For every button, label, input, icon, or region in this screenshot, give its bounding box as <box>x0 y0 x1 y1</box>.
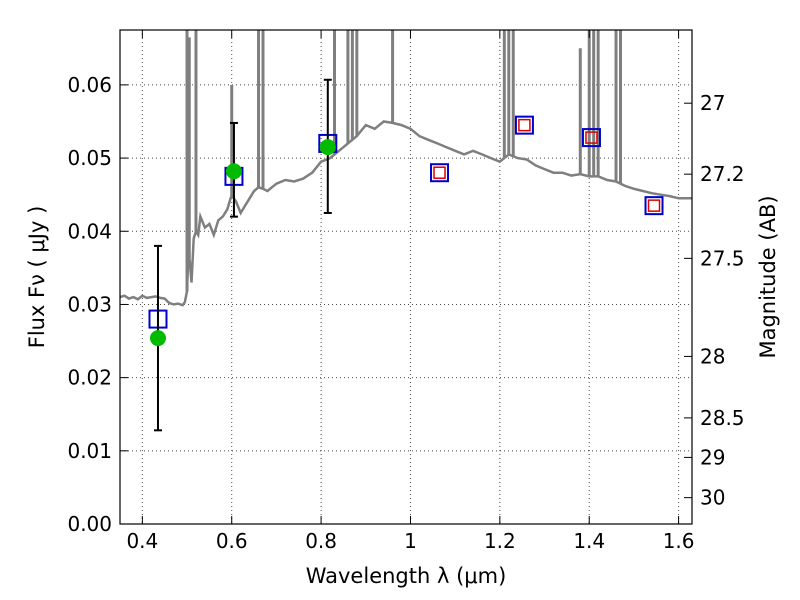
y-tick-label: 0.06 <box>67 73 112 97</box>
x-tick-label: 1.4 <box>573 529 605 553</box>
observed-photometry-point <box>149 330 166 347</box>
observed-photometry-point <box>225 163 242 180</box>
y2-tick-label: 28.5 <box>700 406 745 430</box>
model-photometry-square <box>430 163 450 183</box>
synthetic-photometry-square <box>647 199 661 212</box>
x-tick-label: 0.4 <box>126 529 158 553</box>
grid-lines <box>120 30 692 525</box>
series-layer <box>120 30 692 432</box>
y-axis-label: Flux Fν ( μJy ) <box>25 206 49 349</box>
x-tick-label: 1 <box>404 529 417 553</box>
y2-tick-label: 27.2 <box>700 162 745 186</box>
synthetic-photometry-square <box>433 166 446 179</box>
y-tick-label: 0.03 <box>67 292 112 316</box>
x-tick-label: 1.2 <box>484 529 516 553</box>
model-photometry-square <box>644 196 664 216</box>
x-tick-label: 0.8 <box>305 529 337 553</box>
y-tick-label: 0.02 <box>67 366 112 390</box>
y2-tick-label: 29 <box>700 445 725 469</box>
synthetic-photometry-square <box>585 131 598 144</box>
y2-tick-label: 27.5 <box>700 246 745 270</box>
x-axis-label: Wavelength λ (μm) <box>306 564 507 588</box>
spectrum-line <box>120 120 692 307</box>
model-photometry-square <box>514 115 534 135</box>
y2-tick-label: 28 <box>700 344 725 368</box>
tick-layer: 0.4 0.6 0.8 1 1.2 1.4 1.6 0.00 0.01 0.02 0.03 0.04 0… <box>67 30 745 553</box>
model-photometry-square <box>581 128 601 148</box>
y2-tick-label: 30 <box>700 486 725 510</box>
x-tick-label: 0.6 <box>216 529 248 553</box>
axes-frame <box>119 29 693 525</box>
observed-photometry-point <box>319 139 336 156</box>
synthetic-photometry-square <box>518 118 531 132</box>
y-tick-label: 0.04 <box>67 219 112 243</box>
plot-frame <box>119 29 693 525</box>
y-tick-label: 0.05 <box>67 146 112 170</box>
y-tick-label: 0.00 <box>67 512 112 536</box>
y2-tick-label: 27 <box>700 91 725 115</box>
y2-axis-label: Magnitude (AB) <box>756 195 780 358</box>
y-tick-label: 0.01 <box>67 439 112 463</box>
x-tick-label: 1.6 <box>663 529 695 553</box>
